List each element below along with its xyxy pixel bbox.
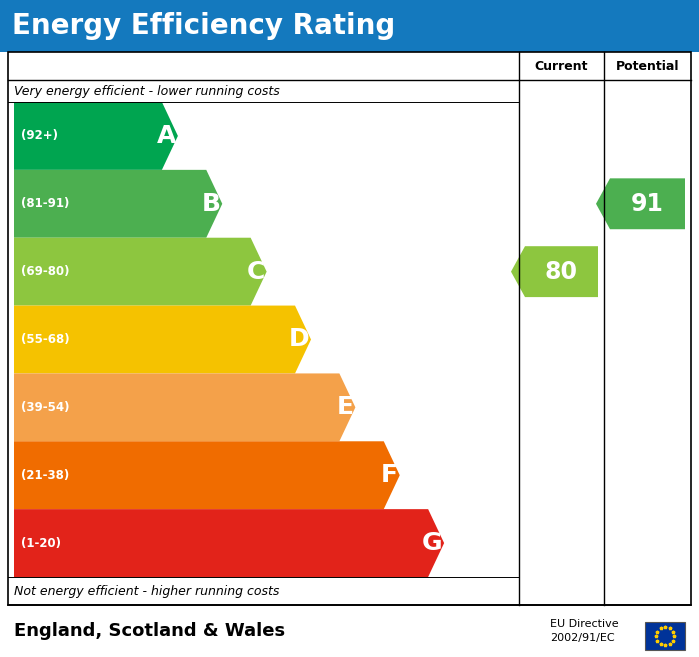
Text: (1-20): (1-20) <box>21 537 61 549</box>
Text: F: F <box>381 463 398 487</box>
Text: (81-91): (81-91) <box>21 197 69 210</box>
Text: B: B <box>201 192 220 215</box>
Text: 91: 91 <box>631 192 664 215</box>
Polygon shape <box>596 178 685 229</box>
Text: C: C <box>246 260 265 284</box>
Text: EU Directive: EU Directive <box>550 619 619 629</box>
Text: 2002/91/EC: 2002/91/EC <box>550 633 614 643</box>
Bar <box>0 0 699 52</box>
Polygon shape <box>14 442 400 509</box>
Text: Very energy efficient - lower running costs: Very energy efficient - lower running co… <box>14 85 280 97</box>
Text: D: D <box>289 327 309 351</box>
Text: Energy Efficiency Rating: Energy Efficiency Rating <box>12 12 395 40</box>
Polygon shape <box>14 306 311 373</box>
Text: (55-68): (55-68) <box>21 333 70 346</box>
Text: (92+): (92+) <box>21 129 58 143</box>
Text: A: A <box>157 124 176 148</box>
Bar <box>8 52 691 605</box>
Text: Potential: Potential <box>616 60 679 72</box>
Bar <box>645 622 685 650</box>
Polygon shape <box>14 170 222 238</box>
Text: (39-54): (39-54) <box>21 401 69 414</box>
Text: England, Scotland & Wales: England, Scotland & Wales <box>14 622 285 640</box>
Polygon shape <box>14 509 444 577</box>
Text: (69-80): (69-80) <box>21 265 69 278</box>
Text: Current: Current <box>535 60 589 72</box>
Text: E: E <box>336 396 354 419</box>
Polygon shape <box>14 373 355 442</box>
Text: (21-38): (21-38) <box>21 468 69 482</box>
Text: 80: 80 <box>545 260 578 284</box>
Text: G: G <box>421 531 442 555</box>
Polygon shape <box>14 238 266 306</box>
Polygon shape <box>511 246 598 297</box>
Text: Not energy efficient - higher running costs: Not energy efficient - higher running co… <box>14 585 280 597</box>
Polygon shape <box>14 102 178 170</box>
